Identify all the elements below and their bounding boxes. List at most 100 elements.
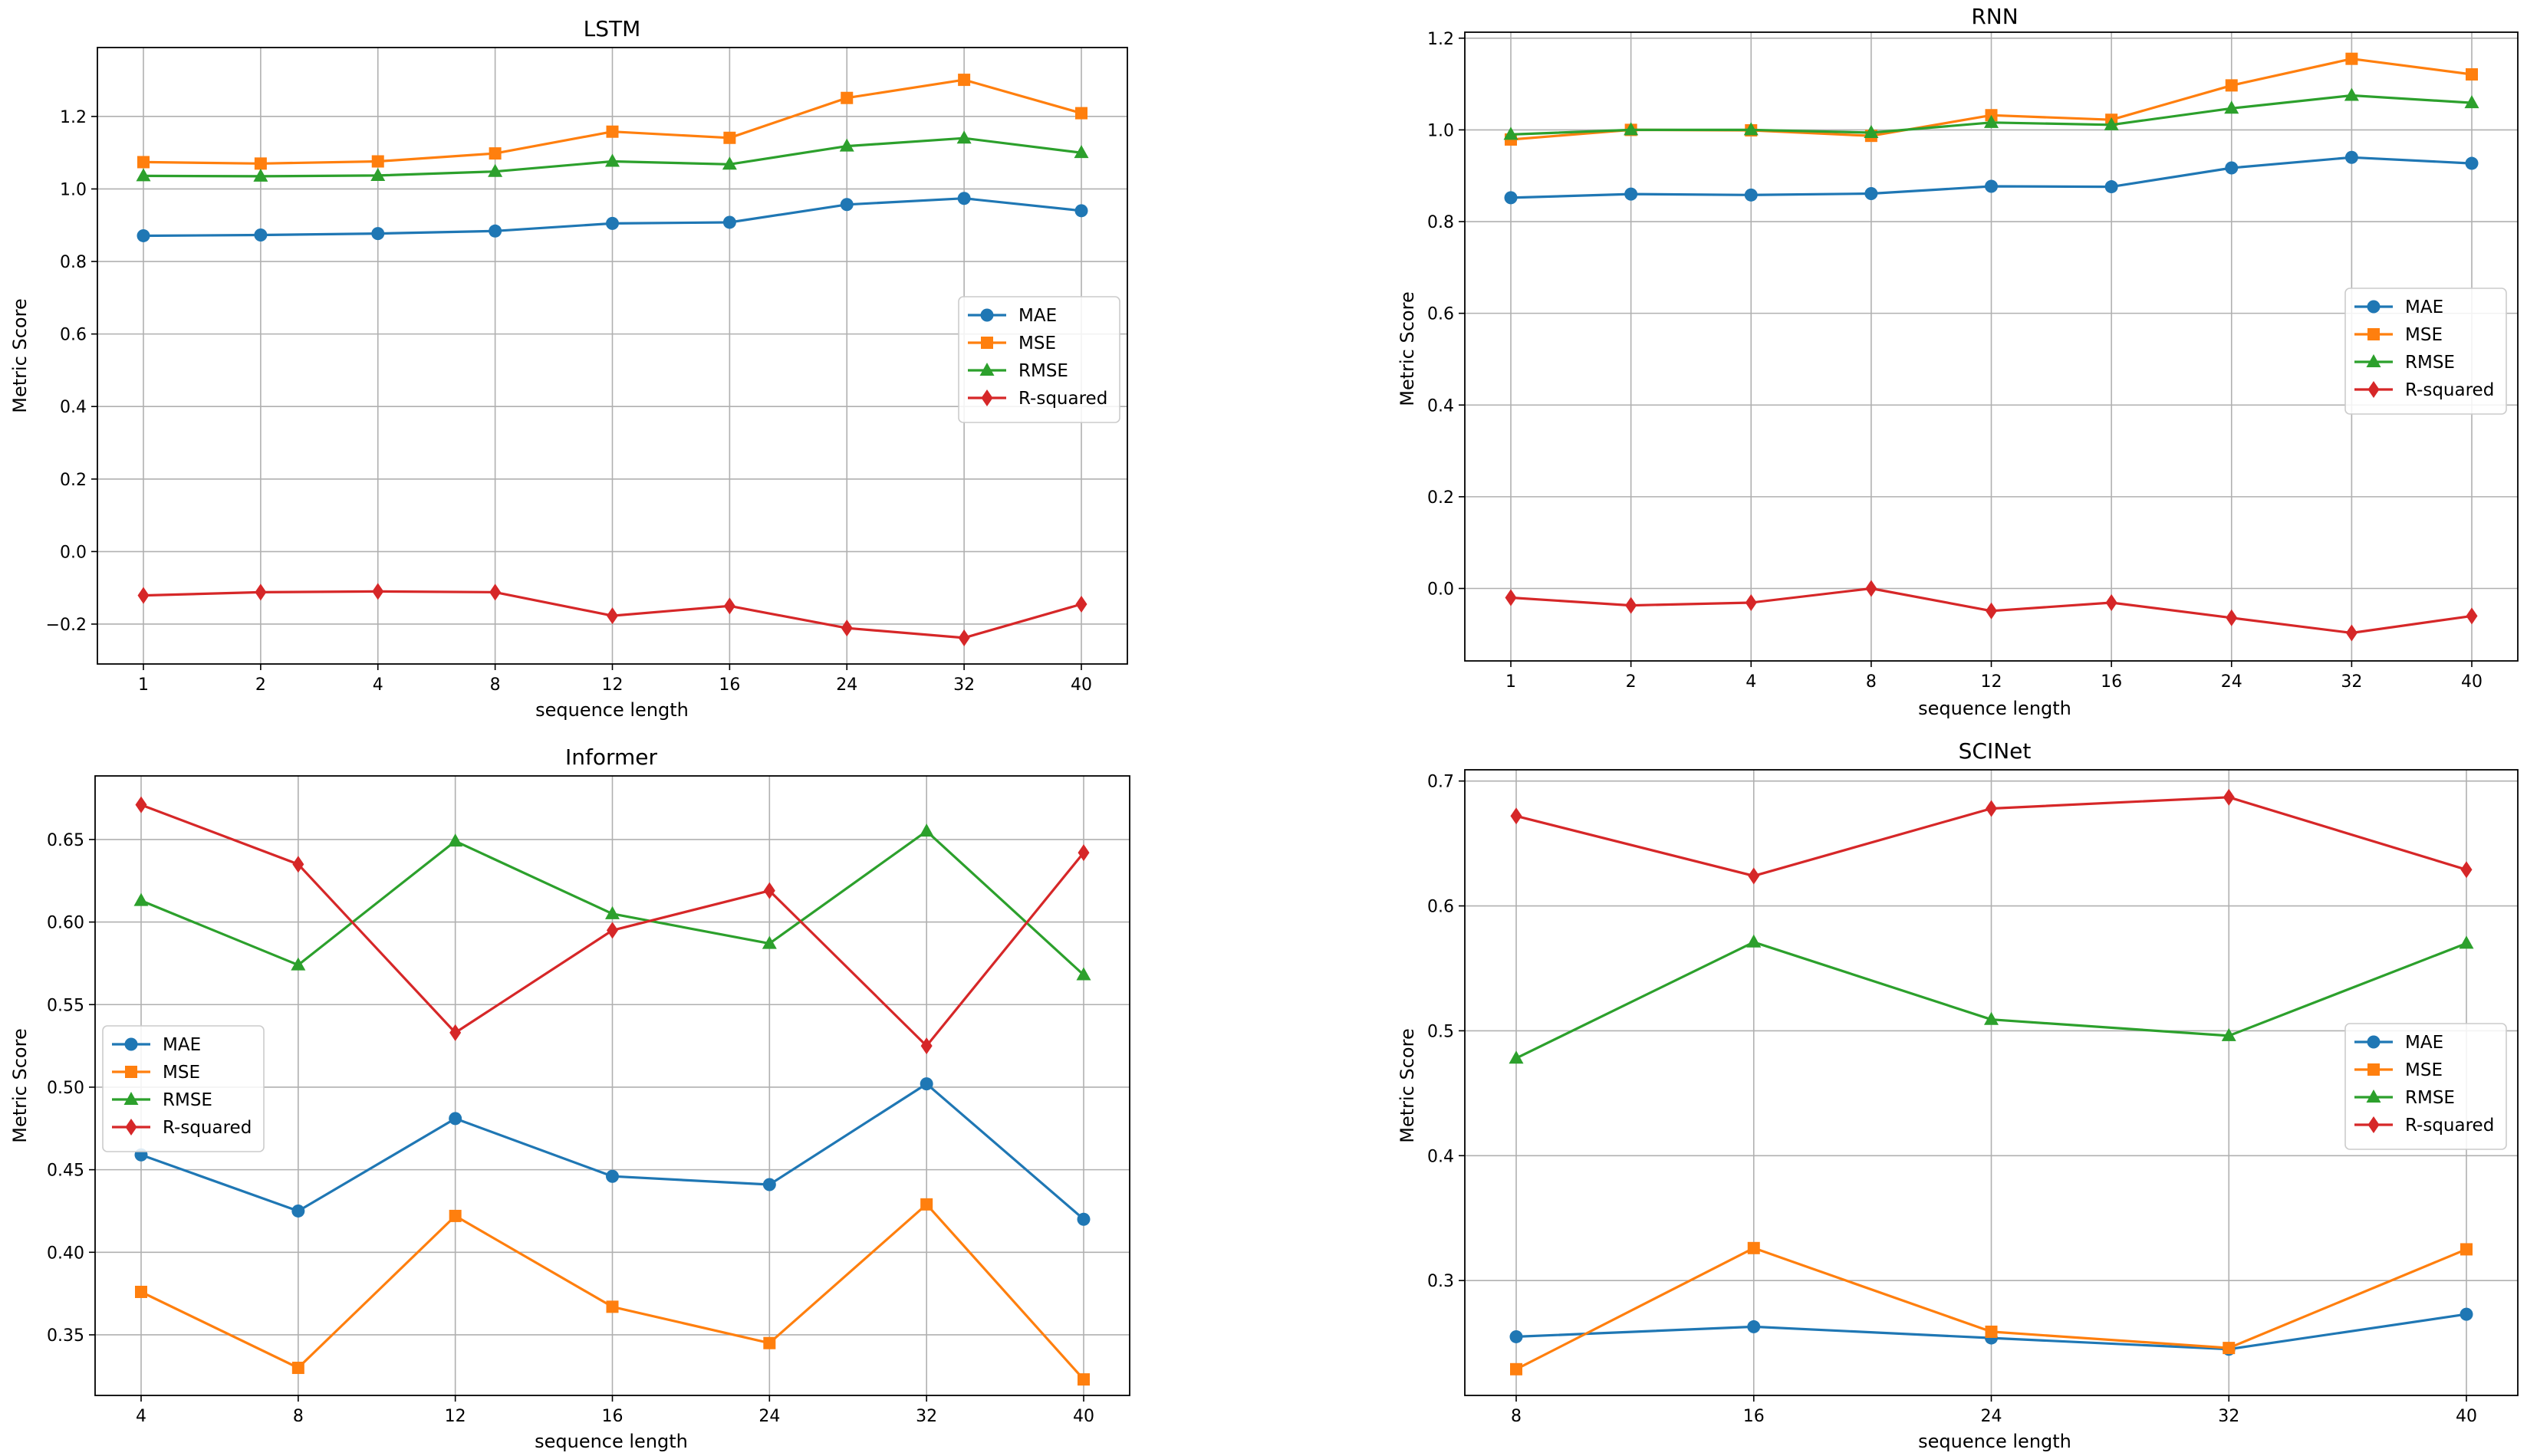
x-tick-label: 40 <box>2456 1407 2477 1426</box>
data-point <box>762 935 777 949</box>
data-point <box>1748 867 1760 885</box>
y-tick-label: 0.5 <box>1427 1022 1454 1041</box>
data-point <box>2223 1342 2236 1355</box>
y-axis-label: Metric Score <box>9 298 31 412</box>
data-point <box>1074 204 1088 218</box>
data-point <box>1510 1362 1522 1375</box>
data-point <box>1509 1050 1524 1064</box>
data-point <box>2223 788 2235 806</box>
y-tick-label: 0.35 <box>47 1326 84 1346</box>
axes-frame <box>97 47 1128 665</box>
data-point <box>370 167 386 181</box>
legend-item: RMSE <box>2354 1088 2455 1108</box>
legend: MAE MSE RMSE R-squared <box>958 296 1120 423</box>
y-tick-label: 0.8 <box>1427 213 1454 232</box>
legend-marker <box>125 1066 137 1078</box>
data-point <box>372 583 384 600</box>
x-tick-label: 12 <box>445 1407 466 1426</box>
legend-label: R-squared <box>2405 380 2494 400</box>
y-tick-label: 0.0 <box>1427 580 1454 599</box>
data-point <box>722 215 736 229</box>
data-point <box>2104 117 2119 130</box>
x-tick-label: 16 <box>602 1407 624 1426</box>
legend-label: RMSE <box>2405 1088 2455 1108</box>
x-tick-label: 32 <box>2341 672 2362 692</box>
data-point <box>1746 934 1762 948</box>
data-point <box>722 156 737 170</box>
data-point <box>1864 124 1879 138</box>
series-r-squared <box>1505 580 2478 642</box>
legend-item: MSE <box>968 334 1056 353</box>
series-r-squared <box>137 583 1087 646</box>
plot-area: 1 2 4 8 12 16 24 32 400.00.20.40.60.81.01.2MAEMS… <box>1427 30 2519 692</box>
legend-item: RMSE <box>112 1090 212 1110</box>
data-point <box>135 1285 147 1298</box>
data-point <box>1503 127 1519 140</box>
data-point <box>1077 1212 1091 1226</box>
data-point <box>1986 602 1997 620</box>
y-tick-label: 1.2 <box>60 108 87 127</box>
data-point <box>919 823 934 837</box>
series-mae <box>1504 150 2479 205</box>
x-tick-label: 32 <box>916 1407 937 1426</box>
data-point <box>1078 1373 1090 1386</box>
data-point <box>1078 844 1090 862</box>
plot-area: 4 8 12 16 24 32 40 0.35 0.40 0.45 0.50 0.55 0.60 0.65… <box>47 775 1130 1426</box>
x-tick-label: 24 <box>836 675 857 695</box>
series-mse <box>135 1198 1090 1386</box>
legend-marker <box>2367 381 2380 398</box>
data-point <box>1986 800 1997 817</box>
data-point <box>1745 594 1757 612</box>
x-axis-label: sequence length <box>535 1431 688 1452</box>
y-tick-label: 0.6 <box>1427 898 1454 917</box>
legend-label: MAE <box>1018 306 1057 326</box>
data-point <box>2466 607 2478 625</box>
legend-marker <box>2367 328 2380 340</box>
legend-marker <box>123 1092 139 1105</box>
data-point <box>1624 187 1638 201</box>
legend-item: MSE <box>2354 325 2443 345</box>
legend-item: MAE <box>2354 1033 2443 1053</box>
panel-title: Informer <box>565 744 658 770</box>
x-tick-label: 2 <box>255 675 266 695</box>
data-point <box>2466 68 2478 81</box>
data-point <box>1510 807 1522 825</box>
data-point <box>1625 597 1637 614</box>
data-point <box>606 1169 619 1183</box>
data-point <box>2344 150 2358 164</box>
series-rmse <box>136 130 1089 182</box>
data-point <box>2104 180 2118 194</box>
data-point <box>291 1362 304 1375</box>
data-point <box>371 155 384 168</box>
data-point <box>1747 1241 1760 1254</box>
series-mse <box>1510 1241 2473 1375</box>
data-point <box>371 227 385 241</box>
legend: MAE MSE RMSE R-squared <box>2344 288 2507 415</box>
data-point <box>137 156 150 169</box>
y-tick-label: 0.0 <box>60 543 87 562</box>
data-point <box>920 1198 933 1211</box>
chart-panel-informer: Informer sequence length Metric Score 4 8… <box>9 744 1130 1452</box>
x-tick-label: 40 <box>1071 675 1092 695</box>
legend-box <box>958 296 1120 423</box>
data-point <box>606 1300 619 1313</box>
y-tick-label: 1.0 <box>1427 121 1454 140</box>
x-tick-label: 40 <box>2461 672 2483 692</box>
data-point <box>1984 114 1999 128</box>
data-point <box>2345 624 2358 642</box>
data-point <box>723 131 736 144</box>
axes-frame <box>1464 31 2519 662</box>
data-point <box>2345 52 2358 65</box>
x-tick-label: 4 <box>373 675 383 695</box>
x-tick-label: 4 <box>136 1407 146 1426</box>
y-tick-label: 0.40 <box>47 1244 84 1263</box>
y-tick-label: 0.2 <box>60 471 87 490</box>
x-tick-label: 16 <box>1743 1407 1765 1426</box>
y-tick-label: 0.55 <box>47 996 84 1015</box>
y-tick-label: 0.2 <box>1427 488 1454 508</box>
series-r-squared <box>1510 788 2473 885</box>
x-tick-label: 24 <box>1981 1407 2002 1426</box>
data-point <box>449 1024 462 1041</box>
legend-label: RMSE <box>2405 353 2455 373</box>
